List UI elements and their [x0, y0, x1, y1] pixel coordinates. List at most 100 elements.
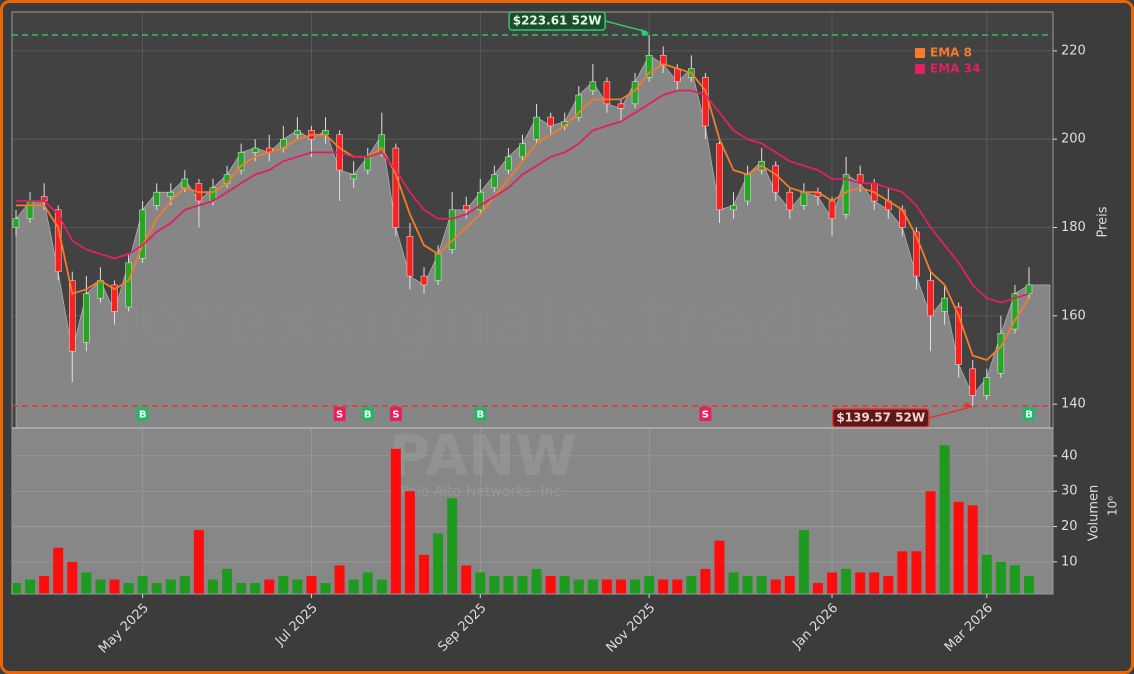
- candle-body: [913, 231, 920, 277]
- axes-frame: [11, 11, 1054, 595]
- candle-body: [519, 143, 526, 158]
- volume-bar: [334, 565, 345, 594]
- annotation-label: $139.57 52W: [836, 411, 925, 425]
- volume-bar: [447, 498, 458, 594]
- candle-body: [1025, 284, 1033, 294]
- volume-bar: [644, 575, 655, 594]
- legend-swatch: [915, 48, 925, 58]
- volume-bar: [995, 561, 1006, 594]
- candle-body: [125, 262, 132, 308]
- y-tick-label: 140: [1061, 397, 1086, 412]
- candle-body: [153, 191, 160, 206]
- signal-marker: [1023, 407, 1035, 421]
- y-tick-label: 10: [1061, 554, 1078, 569]
- volume-bar: [672, 579, 683, 594]
- volume-bar: [559, 575, 570, 594]
- signal-marker: [389, 407, 402, 421]
- symbol-watermark: PANW: [389, 424, 577, 489]
- volume-bar: [179, 575, 190, 594]
- volume-bar: [728, 572, 739, 594]
- volume-multiplier: 10⁶: [1106, 496, 1120, 516]
- volume-bar: [770, 579, 781, 594]
- candle-body: [505, 156, 512, 171]
- annotation-box: [831, 408, 930, 428]
- candle-body: [786, 191, 794, 211]
- volume-bar: [475, 572, 486, 594]
- volume-bar: [67, 561, 78, 594]
- volume-bar: [320, 583, 331, 594]
- volume-bar: [348, 579, 359, 594]
- volume-bar: [841, 568, 852, 594]
- volume-bar: [869, 572, 880, 594]
- candle-body: [645, 55, 653, 78]
- volume-bar: [25, 579, 36, 594]
- volume-bar: [784, 575, 795, 594]
- signal-label: S: [392, 410, 399, 421]
- volume-axis-label: Volumen: [1087, 485, 1102, 542]
- plot: forexsignale.tradePANWPalo Alto Networks…: [11, 11, 1086, 657]
- candle-body: [350, 174, 357, 180]
- volume-bar: [236, 583, 247, 594]
- volume-bar: [967, 505, 978, 594]
- volume-bar: [911, 551, 922, 594]
- candle-body: [927, 280, 934, 317]
- candle-body: [251, 147, 259, 153]
- signal-label: S: [336, 410, 343, 421]
- volume-bar: [489, 575, 500, 594]
- annotation-arrow: [928, 406, 971, 419]
- candle-body: [659, 55, 667, 65]
- candle-body: [547, 116, 554, 127]
- volume-bar: [433, 533, 444, 594]
- y-tick-label: 180: [1061, 220, 1086, 235]
- volume-bar: [123, 583, 134, 594]
- volume-bar: [601, 579, 612, 594]
- signal-label: B: [364, 410, 372, 421]
- signal-marker: [474, 407, 487, 421]
- candle-body: [941, 297, 948, 312]
- candle-body: [730, 205, 737, 211]
- volume-bar: [700, 568, 711, 594]
- volume-bar: [658, 579, 669, 594]
- candle-body: [83, 293, 90, 343]
- signal-label: B: [1025, 410, 1033, 421]
- candle-body: [983, 377, 991, 396]
- candle-body: [420, 275, 428, 286]
- y-tick-label: 20: [1061, 519, 1078, 534]
- volume-bar: [165, 579, 176, 594]
- candle-body: [406, 236, 414, 277]
- volume-bar: [278, 575, 289, 594]
- candle-body: [364, 156, 371, 171]
- volume-bar: [137, 575, 148, 594]
- volume-bar: [376, 579, 387, 594]
- volume-bar: [742, 575, 753, 594]
- y-tick-label: 220: [1061, 43, 1086, 58]
- volume-bar: [587, 579, 598, 594]
- signal-marker: [699, 407, 712, 421]
- annotation-label: $223.61 52W: [513, 14, 602, 28]
- volume-bar: [193, 530, 204, 594]
- candle-body: [716, 143, 723, 211]
- volume-bar: [531, 568, 542, 594]
- volume-bar: [404, 491, 415, 594]
- volume-bar: [615, 579, 626, 594]
- legend-label: EMA 34: [930, 62, 980, 76]
- volume-bar: [897, 551, 908, 594]
- candle-body: [477, 191, 484, 211]
- volume-bar: [981, 554, 992, 594]
- y-tick-label: 40: [1061, 448, 1078, 463]
- volume-bar: [686, 575, 697, 594]
- candle-body: [744, 174, 751, 202]
- volume-bar: [390, 448, 401, 594]
- candle-body: [237, 152, 245, 171]
- volume-bar: [855, 572, 866, 594]
- candle-body: [12, 218, 20, 228]
- ema-line: [16, 63, 1030, 362]
- volume-bar: [798, 530, 809, 594]
- candle-body: [533, 116, 540, 140]
- candle-body: [575, 94, 583, 118]
- candle-body: [1011, 293, 1019, 330]
- volume-bar: [461, 565, 472, 594]
- candle-body: [69, 280, 76, 352]
- volume-bar: [1024, 575, 1034, 594]
